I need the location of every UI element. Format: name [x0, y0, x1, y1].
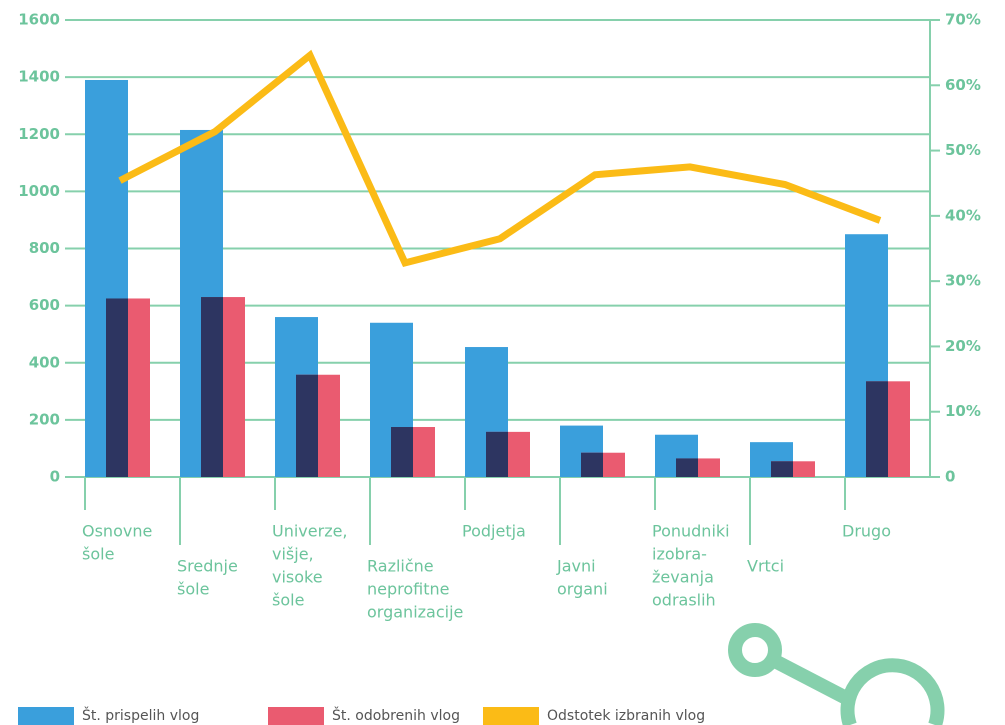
- x-tick-label: organi: [557, 580, 608, 599]
- bar-overlap: [106, 298, 128, 477]
- y-tick-label: 0: [50, 468, 60, 486]
- legend-label: Št. odobrenih vlog: [332, 706, 460, 724]
- x-tick-label: Podjetja: [462, 522, 526, 541]
- y2-tick-label: 30%: [945, 272, 981, 290]
- x-tick-label: Srednje: [177, 557, 238, 576]
- x-tick-label: Različne: [367, 557, 434, 576]
- y2-tick-label: 60%: [945, 76, 981, 94]
- legend-swatch: [268, 707, 324, 725]
- x-tick-label: Drugo: [842, 522, 891, 541]
- x-tick-label: neprofitne: [367, 580, 450, 599]
- x-tick-label: Osnovne: [82, 522, 152, 541]
- y2-tick-label: 70%: [945, 11, 981, 29]
- x-tick-label: Vrtci: [747, 557, 784, 576]
- x-tick-label: izobra-: [652, 545, 707, 564]
- x-tick-label: ževanja: [652, 568, 714, 587]
- y-tick-label: 800: [29, 239, 60, 257]
- bar-overlap: [391, 427, 413, 477]
- y2-tick-label: 20%: [945, 337, 981, 355]
- legend-swatch: [483, 707, 539, 725]
- x-tick-label: šole: [272, 591, 304, 610]
- y-tick-label: 400: [29, 353, 60, 371]
- y-tick-label: 200: [29, 410, 60, 428]
- y2-tick-label: 0: [945, 468, 955, 486]
- legend-label: Odstotek izbranih vlog: [547, 708, 705, 724]
- y2-tick-label: 40%: [945, 206, 981, 224]
- y2-tick-label: 50%: [945, 141, 981, 159]
- x-tick-label: Javni: [556, 557, 596, 576]
- y-tick-label: 1400: [18, 68, 60, 86]
- x-tick-label: Ponudniki: [652, 522, 730, 541]
- bar-overlap: [296, 374, 318, 477]
- line: [118, 49, 882, 267]
- bar-overlap: [201, 297, 223, 477]
- legend-swatch: [18, 707, 74, 725]
- bar-overlap: [486, 431, 508, 477]
- y-tick-label: 1000: [18, 182, 60, 200]
- y2-tick-label: 10%: [945, 402, 981, 420]
- x-tick-label: Univerze,: [272, 522, 348, 541]
- x-tick-label: šole: [177, 580, 209, 599]
- x-tick-label: višje,: [272, 545, 314, 564]
- y-tick-label: 600: [29, 296, 60, 314]
- bar-overlap: [771, 461, 793, 477]
- x-tick-label: organizacije: [367, 603, 463, 622]
- decor-icon: [728, 623, 945, 725]
- legend-label: Št. prispelih vlog: [82, 706, 199, 724]
- bar-overlap: [581, 452, 603, 477]
- y-tick-label: 1600: [18, 11, 60, 29]
- bar-overlap: [676, 458, 698, 477]
- bar-overlap: [866, 381, 888, 477]
- x-tick-label: odraslih: [652, 591, 716, 610]
- y-tick-label: 1200: [18, 125, 60, 143]
- x-tick-label: šole: [82, 545, 114, 564]
- x-tick-label: visoke: [272, 568, 323, 587]
